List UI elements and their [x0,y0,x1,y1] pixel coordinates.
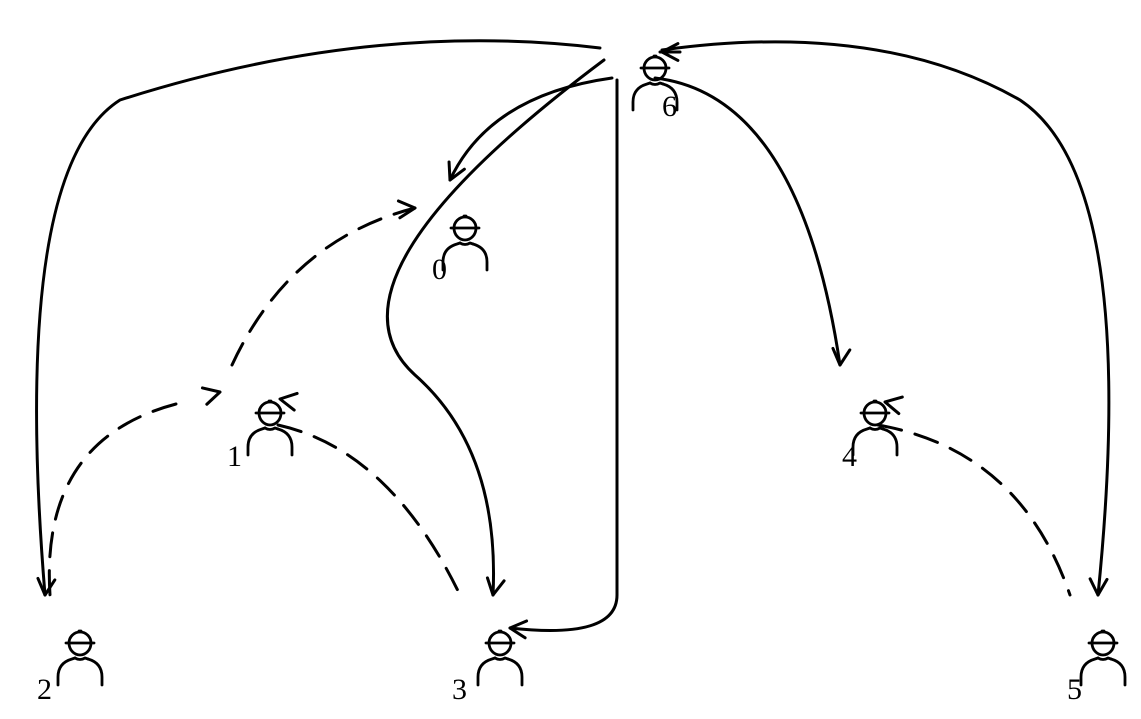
node-label-1: 1 [227,440,242,474]
edge [278,425,460,595]
edge [510,80,617,631]
edge [232,208,415,365]
edge [655,78,840,365]
node-label-6: 6 [662,90,677,124]
person-icon [1078,625,1128,687]
node-label-0: 0 [432,253,447,287]
node-label-2: 2 [37,673,52,707]
edges-layer [0,0,1141,719]
node-label-4: 4 [842,440,857,474]
person-icon [475,625,525,687]
person-icon [850,395,900,457]
person-icon [440,210,490,272]
person-icon [55,625,105,687]
edge [450,78,612,180]
edge [662,42,1109,595]
edge [37,41,600,595]
edge [878,425,1070,595]
node-label-5: 5 [1067,673,1082,707]
person-icon [245,395,295,457]
edge [387,60,604,595]
edge [49,404,176,595]
network-diagram: 0 1 2 [0,0,1141,719]
node-label-3: 3 [452,673,467,707]
